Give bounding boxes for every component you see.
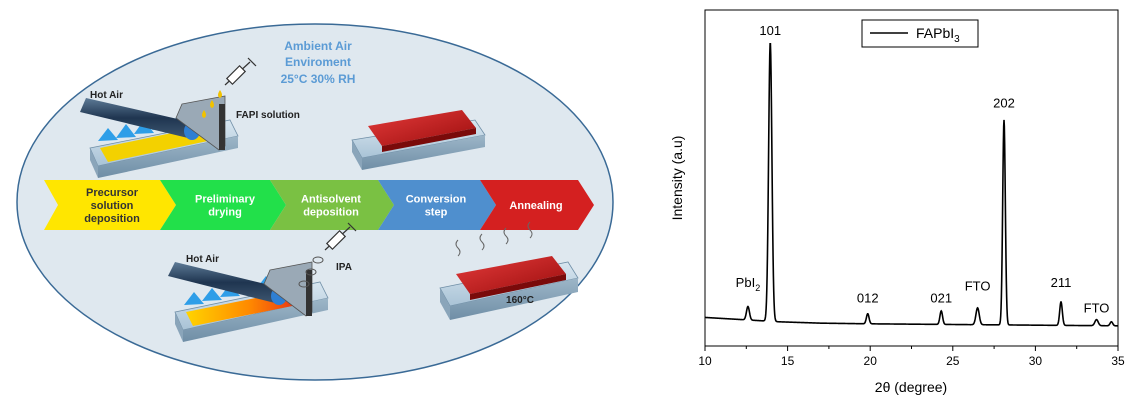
peak-label-5: 202 [993,95,1015,110]
ipa-droplet-icon [298,280,310,288]
peak-label-2: 012 [857,290,879,305]
x-tick-label-30: 30 [1029,354,1043,368]
step-label-4: step [425,207,448,219]
step-label-2: Preliminary [195,194,256,206]
xrd-chart: 10 15 20 25 30 35 PbI2 101 012 021 FTO 202 211 FTO F… [640,0,1131,403]
syringe-icon [324,222,357,251]
temperature-label: 160°C [506,295,534,306]
step-arrow-5 [480,180,594,230]
step-arrow-1 [44,180,176,230]
hot-air-label-bottom: Hot Air [186,254,219,265]
ambient-label-line2: Enviroment [285,55,351,69]
x-tick-label-20: 20 [864,354,878,368]
step-arrow-4 [378,180,496,230]
step-label-2: drying [208,207,242,219]
peak-label-6: 211 [1051,275,1072,290]
x-tick-label-10: 10 [698,354,712,368]
hot-air-blower-bottom [168,261,313,317]
process-diagram: Ambient Air Enviroment 25°C 30% RH Hot A… [16,23,614,381]
step-label-3: Antisolvent [301,194,361,206]
step-arrow-2 [160,180,286,230]
droplet-icon [210,100,214,108]
ambient-label-line3: 25°C 30% RH [281,72,356,86]
series-line-FAPbI3 [704,42,1118,327]
ipa-label: IPA [336,262,352,273]
y-axis-label: Intensity (a.u) [669,136,685,221]
legend-label: FAPbI3 [916,25,960,45]
ipa-droplet-icon [305,268,317,276]
fapi-label: FAPI solution [236,110,300,121]
step-label-5: Annealing [509,200,562,212]
step-label-1: solution [91,200,134,212]
x-tick-label-15: 15 [781,354,795,368]
x-tick-label-25: 25 [946,354,960,368]
x-axis-label: 2θ (degree) [875,379,947,395]
peak-label-1: 101 [759,23,781,38]
syringe-icon [224,57,257,86]
ambient-label-line1: Ambient Air [284,39,352,53]
annealing-substrate [439,256,579,320]
step-label-4: Conversion [406,194,467,206]
legend: FAPbI3 [861,19,979,48]
x-tick-label-35: 35 [1111,354,1125,368]
heat-waves-icon [455,221,533,257]
step-label-1: deposition [84,213,140,225]
red-film-substrate [351,110,486,170]
hot-air-label-top: Hot Air [90,90,123,101]
peak-label-0: PbI2 [736,275,761,293]
droplet-icon [218,90,222,98]
peak-label-7: FTO [1084,300,1110,315]
peak-label-4: FTO [965,279,991,294]
process-step-arrows [44,180,594,230]
step-label-1: Precursor [86,187,139,199]
hot-air-blower-top [80,95,226,151]
step-label-3: deposition [303,207,359,219]
peak-label-3: 021 [930,290,952,305]
droplet-icon [202,110,206,118]
ipa-droplet-icon [312,256,324,264]
step-arrow-3 [270,180,394,230]
